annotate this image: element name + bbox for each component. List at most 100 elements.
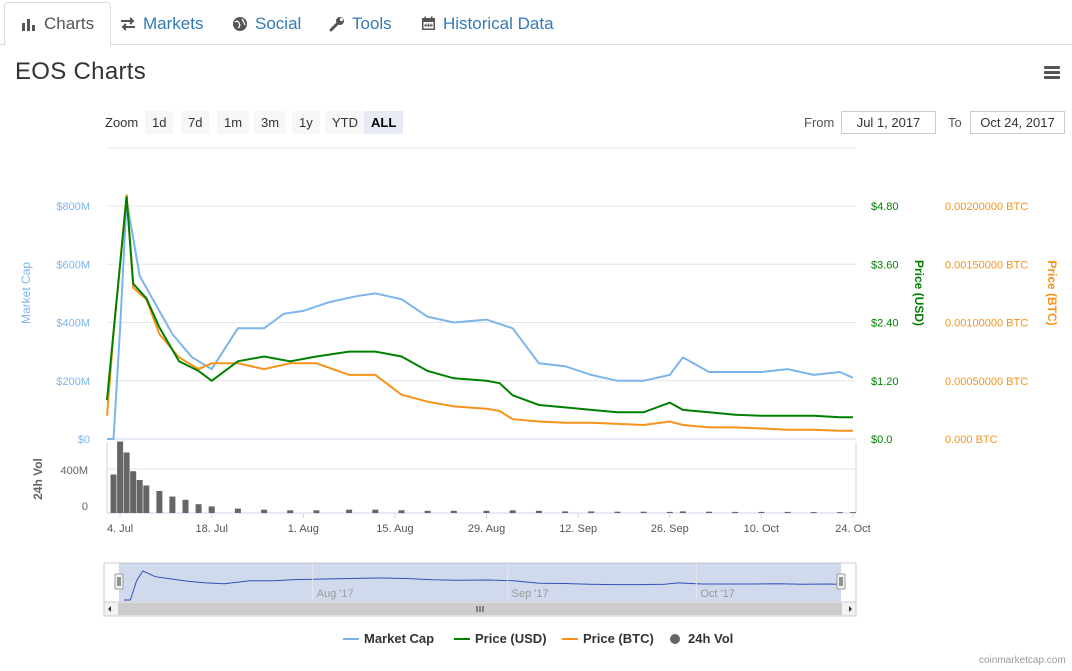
legend-item-24h-vol[interactable]: 24h Vol bbox=[670, 631, 733, 646]
legend-item-price-usd[interactable]: Price (USD) bbox=[454, 631, 547, 646]
market-cap-tick-label: $0 bbox=[78, 434, 90, 446]
price-usd-tick-label: $1.20 bbox=[871, 376, 899, 388]
volume-bar bbox=[509, 510, 516, 514]
navigator-handle[interactable] bbox=[114, 573, 124, 590]
market-cap-line bbox=[107, 200, 854, 440]
market-cap-tick-label: $200M bbox=[56, 376, 90, 388]
tab-historical-data[interactable]: Historical Data bbox=[405, 2, 570, 45]
x-tick-label: 1. Aug bbox=[288, 523, 319, 535]
zoom-all-button[interactable]: ALL bbox=[364, 111, 404, 134]
volume-bar bbox=[346, 509, 353, 513]
x-tick-label: 18. Jul bbox=[195, 523, 227, 535]
x-tick-label: 29. Aug bbox=[468, 523, 505, 535]
tab-label: Social bbox=[255, 13, 302, 33]
market-cap-tick-label: $600M bbox=[56, 259, 90, 271]
volume-bar bbox=[850, 512, 856, 513]
navigator-selection bbox=[119, 563, 841, 602]
page-title: EOS Charts bbox=[15, 58, 147, 85]
volume-bar bbox=[758, 511, 765, 513]
volume-bar bbox=[182, 499, 189, 513]
from-label: From bbox=[804, 115, 835, 130]
exchange-arrows-icon bbox=[121, 16, 135, 31]
zoom-1d-button[interactable]: 1d bbox=[145, 111, 174, 134]
legend-label: Market Cap bbox=[364, 631, 435, 646]
volume-bar bbox=[666, 511, 673, 513]
volume-bar bbox=[313, 510, 320, 514]
tab-social[interactable]: Social bbox=[216, 2, 317, 45]
volume-bar bbox=[588, 511, 595, 513]
price-btc-axis-title: Price (BTC) bbox=[1045, 260, 1059, 325]
market-cap-tick-label: $400M bbox=[56, 318, 90, 330]
volume-bar bbox=[732, 511, 739, 513]
volume-bar bbox=[836, 512, 843, 513]
volume-bar bbox=[169, 496, 176, 513]
navigator-line bbox=[124, 570, 842, 601]
legend-swatch bbox=[454, 637, 470, 640]
zoom-ytd-button[interactable]: YTD bbox=[325, 111, 365, 134]
legend-label: Price (USD) bbox=[475, 631, 547, 646]
x-tick-label: 12. Sep bbox=[559, 523, 597, 535]
x-tick-label: 10. Oct bbox=[744, 523, 779, 535]
volume-tick-label: 0 bbox=[82, 501, 88, 513]
volume-bar bbox=[261, 509, 268, 513]
legend-label: 24h Vol bbox=[688, 631, 734, 646]
calendar-icon bbox=[422, 16, 435, 30]
tab-label: Charts bbox=[44, 14, 95, 33]
from-date-input[interactable] bbox=[841, 111, 936, 134]
navigator-tick-label: Oct '17 bbox=[700, 588, 735, 600]
zoom-label: Zoom bbox=[105, 115, 139, 130]
volume-bar bbox=[784, 511, 791, 513]
volume-axis-title: 24h Vol bbox=[31, 458, 45, 500]
volume-bar bbox=[208, 506, 215, 513]
volume-bar bbox=[424, 510, 431, 513]
legend-item-market-cap[interactable]: Market Cap bbox=[343, 631, 434, 646]
navigator-tick-label: Sep '17 bbox=[512, 588, 549, 600]
wrench-icon bbox=[329, 16, 344, 31]
volume-bar bbox=[117, 441, 124, 513]
navigator-handle[interactable] bbox=[836, 573, 846, 590]
volume-bar bbox=[372, 509, 379, 513]
axes: $0 $200M $400M $600M $800M $0.0 $1.20 $2.40 $3.6… bbox=[19, 201, 1059, 535]
volume-bar bbox=[640, 511, 647, 513]
tab-bar: Charts Markets Social Tools Historical D… bbox=[0, 0, 1072, 46]
legend-item-price-btc[interactable]: Price (BTC) bbox=[562, 631, 654, 646]
scroll-left-icon bbox=[108, 606, 111, 612]
market-cap-axis-title: Market Cap bbox=[19, 262, 33, 324]
price-btc-tick-label: 0.00100000 BTC bbox=[945, 318, 1028, 330]
volume-bar bbox=[535, 510, 542, 513]
tab-label: Tools bbox=[352, 13, 392, 33]
volume-bar bbox=[706, 511, 712, 513]
price-btc-tick-label: 0.00050000 BTC bbox=[945, 376, 1028, 388]
zoom-7d-button[interactable]: 7d bbox=[181, 111, 210, 134]
volume-bar bbox=[483, 510, 490, 513]
legend-swatch bbox=[670, 633, 680, 644]
x-tick-label: 4. Jul bbox=[107, 523, 133, 535]
volume-bar bbox=[679, 511, 686, 513]
tab-tools[interactable]: Tools bbox=[313, 2, 408, 45]
price-btc-tick-label: 0.00200000 BTC bbox=[945, 201, 1028, 213]
volume-bar bbox=[810, 512, 817, 513]
price-btc-tick-label: 0.00150000 BTC bbox=[945, 259, 1028, 271]
tab-charts[interactable]: Charts bbox=[4, 2, 112, 46]
legend-swatch bbox=[343, 637, 359, 640]
hamburger-menu-icon[interactable] bbox=[1044, 66, 1060, 81]
tab-markets[interactable]: Markets bbox=[104, 2, 219, 45]
x-tick-label: 24. Oct bbox=[835, 523, 870, 535]
to-date-input[interactable] bbox=[970, 111, 1065, 134]
zoom-1m-button[interactable]: 1m bbox=[217, 111, 250, 134]
globe-icon bbox=[233, 16, 247, 31]
market-cap-tick-label: $800M bbox=[56, 201, 90, 213]
scroll-right-icon bbox=[849, 606, 852, 612]
volume-series bbox=[110, 441, 856, 514]
zoom-3m-button[interactable]: 3m bbox=[254, 111, 287, 134]
legend-swatch bbox=[562, 637, 578, 640]
volume-bar bbox=[123, 452, 130, 513]
credit-link[interactable]: coinmarketcap.com bbox=[979, 655, 1066, 666]
volume-bar bbox=[614, 511, 621, 513]
zoom-1y-button[interactable]: 1y bbox=[292, 111, 320, 134]
legend-label: Price (BTC) bbox=[583, 631, 654, 646]
navigator[interactable]: Aug '17 Sep '17 Oct '17 bbox=[103, 562, 857, 617]
navigator-tick-label: Aug '17 bbox=[317, 588, 354, 600]
price-btc-tick-label: 0.000 BTC bbox=[945, 434, 998, 446]
